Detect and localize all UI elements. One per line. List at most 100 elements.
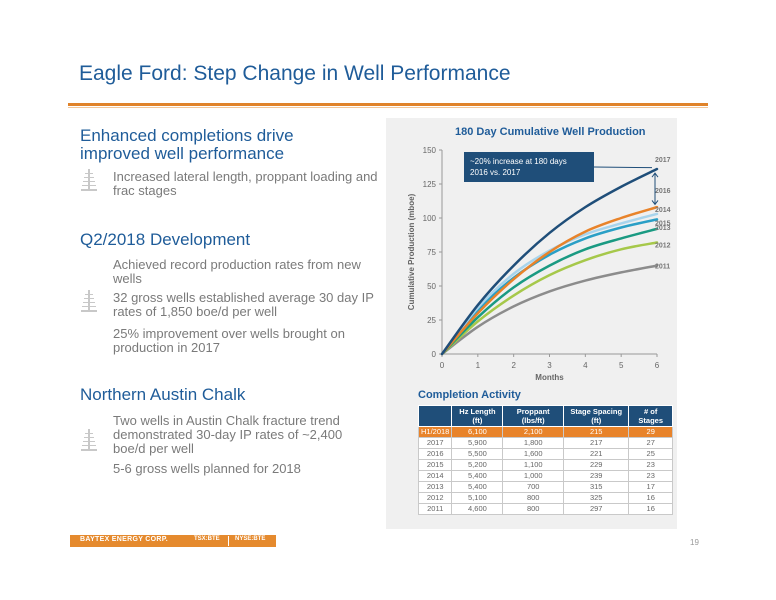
table-cell: 5,900 (451, 437, 504, 449)
table-cell: 221 (562, 448, 630, 460)
page-number: 19 (690, 538, 699, 547)
x-tick-label: 4 (583, 361, 588, 370)
table-cell: 2011 (417, 503, 453, 515)
x-tick-label: 2 (511, 361, 516, 370)
table-cell: 4,600 (451, 503, 504, 515)
x-tick-label: 0 (440, 361, 445, 370)
section-heading-austin-chalk: Northern Austin Chalk (80, 385, 246, 404)
table-cell: H1/2018 (417, 426, 453, 438)
table-cell: 215 (562, 426, 630, 438)
cumulative-production-chart: 0 25 50 75 100 125 150 0 1 2 3 4 5 6 Months Cumulative … (407, 146, 671, 382)
table-cell: 6,100 (451, 426, 504, 438)
title-divider (68, 103, 708, 106)
annotation-arrowhead-top (651, 172, 659, 178)
completion-activity-title: Completion Activity (418, 389, 521, 401)
table-header-cell (417, 405, 453, 427)
table-cell: 315 (562, 481, 630, 493)
footer-separator (228, 536, 229, 546)
table-cell: 29 (628, 426, 673, 438)
bullet-lateral-length: Increased lateral length, proppant loadi… (113, 169, 378, 198)
table-cell: 27 (628, 437, 673, 449)
bullet-32-wells: 32 gross wells established average 30 da… (113, 290, 374, 319)
x-tick-label: 3 (547, 361, 552, 370)
y-tick-label: 150 (423, 146, 437, 155)
table-row: 2017 5,900 1,800 217 27 (417, 437, 673, 449)
series-label-2017: 2017 (655, 157, 671, 164)
annotation-arrowhead-bottom (651, 200, 659, 206)
series-line-2011 (440, 264, 659, 356)
bullet-planned-2018: 5-6 gross wells planned for 2018 (113, 461, 301, 476)
table-cell: 800 (502, 492, 564, 504)
annotation-line-2: 2016 vs. 2017 (470, 168, 521, 177)
company-logo: BAYTEX ENERGY CORP. (80, 536, 169, 543)
table-row: H1/2018 6,100 2,100 215 29 (417, 426, 673, 438)
table-cell: 325 (562, 492, 630, 504)
table-cell: 217 (562, 437, 630, 449)
series-label-2011: 2011 (655, 264, 670, 271)
table-cell: 25 (628, 448, 673, 460)
series-label-2016: 2016 (655, 188, 671, 195)
series-label-2014: 2014 (655, 207, 671, 214)
y-tick-label: 0 (432, 350, 437, 359)
table-cell: 16 (628, 503, 673, 515)
table-row: 2016 5,500 1,600 221 25 (417, 448, 673, 460)
table-cell: 5,400 (451, 470, 504, 482)
table-cell: 2013 (417, 481, 453, 493)
series-line-2013 (440, 227, 659, 356)
section-heading-q2-2018: Q2/2018 Development (80, 230, 251, 249)
series-line-2017 (440, 167, 659, 356)
section-heading-completions: Enhanced completions drive improved well… (80, 126, 294, 163)
table-cell: 5,500 (451, 448, 504, 460)
y-axis-label: Cumulative Production (mboe) (407, 193, 416, 310)
table-cell: 2012 (417, 492, 453, 504)
table-cell: 1,800 (502, 437, 564, 449)
table-cell: 800 (502, 503, 564, 515)
y-tick-label: 25 (427, 316, 436, 325)
table-cell: 2,100 (502, 426, 564, 438)
table-cell: 239 (562, 470, 630, 482)
table-row: 2014 5,400 1,000 239 23 (417, 470, 673, 482)
series-line-2014 (440, 212, 659, 356)
y-tick-label: 50 (427, 282, 436, 291)
table-cell: 5,400 (451, 481, 504, 493)
table-header-cell: # of Stages (628, 405, 673, 427)
table-cell: 2016 (417, 448, 453, 460)
tsx-ticker: TSX:BTE (194, 536, 220, 542)
chart-title: 180 Day Cumulative Well Production (455, 126, 646, 138)
drill-rig-icon (80, 429, 98, 451)
series-label-2015: 2015 (655, 220, 671, 227)
x-axis-label: Months (535, 373, 564, 382)
series-line-2015 (440, 218, 659, 356)
table-cell: 700 (502, 481, 564, 493)
title-divider-thin (68, 107, 708, 108)
nyse-ticker: NYSE:BTE (235, 536, 266, 542)
bullet-austin-chalk-wells: Two wells in Austin Chalk fracture trend… (113, 413, 343, 456)
y-tick-label: 75 (427, 248, 436, 257)
table-cell: 1,100 (502, 459, 564, 471)
bullet-25-improvement: 25% improvement over wells brought on pr… (113, 326, 345, 355)
table-cell: 297 (562, 503, 630, 515)
table-row: 2011 4,600 800 297 16 (417, 503, 673, 515)
completion-table: Hz Length (ft) Proppant (lbs/ft) Stage Spa… (417, 405, 673, 515)
table-cell: 2015 (417, 459, 453, 471)
annotation-box (464, 152, 594, 182)
table-cell: 5,200 (451, 459, 504, 471)
page-title: Eagle Ford: Step Change in Well Performa… (79, 62, 511, 85)
table-cell: 2014 (417, 470, 453, 482)
table-row: 2013 5,400 700 315 17 (417, 481, 673, 493)
table-cell: 23 (628, 470, 673, 482)
table-cell: 229 (562, 459, 630, 471)
annotation-leader (593, 166, 653, 169)
table-cell: 1,600 (502, 448, 564, 460)
table-row: 2015 5,200 1,100 229 23 (417, 459, 673, 471)
table-cell: 17 (628, 481, 673, 493)
table-cell: 23 (628, 459, 673, 471)
table-header-cell: Proppant (lbs/ft) (502, 405, 564, 427)
series-label-2013: 2013 (655, 225, 671, 232)
series-line-2016 (440, 205, 659, 356)
table-cell: 2017 (417, 437, 453, 449)
series-label-2012: 2012 (655, 242, 671, 249)
y-tick-label: 100 (423, 214, 437, 223)
table-cell: 5,100 (451, 492, 504, 504)
table-row: 2012 5,100 800 325 16 (417, 492, 673, 504)
